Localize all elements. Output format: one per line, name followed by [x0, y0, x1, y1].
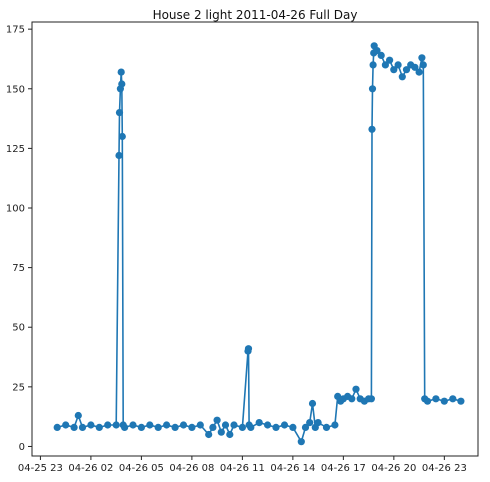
x-tick-label: 04-26 17 — [321, 463, 366, 474]
data-point — [331, 421, 339, 429]
y-tick-label: 100 — [6, 204, 25, 215]
data-point — [226, 430, 234, 439]
data-point — [137, 423, 145, 431]
data-point — [62, 421, 70, 429]
data-point — [238, 423, 246, 431]
data-point — [230, 421, 238, 429]
data-point — [255, 419, 263, 427]
data-point — [78, 423, 87, 431]
data-point — [171, 423, 179, 431]
x-tick-label: 04-26 14 — [270, 463, 315, 474]
data-point — [322, 423, 331, 431]
data-point — [386, 56, 394, 64]
data-point — [390, 66, 398, 74]
data-point — [440, 397, 448, 405]
data-point — [411, 63, 419, 71]
data-point — [117, 68, 125, 76]
data-point — [264, 421, 272, 429]
data-point — [115, 151, 123, 160]
data-point — [118, 80, 126, 88]
data-point — [432, 395, 440, 403]
x-tick-label: 04-25 23 — [18, 463, 63, 474]
data-point — [415, 68, 423, 76]
data-point — [314, 419, 322, 427]
plot-frame — [31, 21, 479, 457]
y-tick-label: 175 — [6, 25, 25, 36]
data-point — [217, 428, 225, 436]
data-point — [418, 54, 426, 62]
data-point — [247, 423, 255, 431]
data-point — [104, 421, 112, 429]
data-point — [398, 73, 406, 81]
x-tick-label: 04-26 05 — [119, 463, 164, 474]
data-point — [154, 423, 162, 431]
data-point — [377, 51, 385, 60]
y-tick-label: 50 — [12, 323, 25, 334]
data-point — [179, 421, 188, 429]
data-point — [74, 411, 82, 420]
y-tick-label: 125 — [6, 144, 25, 155]
data-point — [367, 395, 375, 403]
x-tick-label: 04-26 20 — [371, 463, 416, 474]
data-point — [118, 132, 126, 141]
data-point — [308, 399, 317, 408]
data-point — [280, 421, 289, 429]
data-point — [301, 423, 310, 431]
data-point — [394, 61, 402, 69]
data-point — [112, 421, 120, 429]
data-point — [121, 423, 129, 431]
series-layer — [53, 42, 465, 446]
data-point — [95, 423, 103, 431]
data-point — [306, 419, 314, 427]
x-tick-label: 04-26 08 — [169, 463, 214, 474]
y-axis: 0 25 50 75 100 125 150 175 — [6, 25, 32, 453]
data-point — [70, 423, 78, 431]
x-tick-label: 04-26 11 — [220, 463, 265, 474]
data-point — [244, 345, 253, 353]
data-point — [213, 416, 221, 424]
data-point — [368, 85, 377, 93]
y-tick-label: 75 — [12, 263, 25, 274]
data-point — [272, 423, 280, 431]
data-point — [163, 421, 171, 429]
y-tick-label: 0 — [19, 442, 25, 453]
data-point — [115, 109, 124, 117]
chart-title: House 2 light 2011-04-26 Full Day — [153, 8, 358, 22]
data-point — [87, 421, 95, 429]
data-point — [348, 395, 356, 403]
data-point — [289, 423, 297, 431]
series-line — [56, 43, 462, 444]
data-point — [196, 421, 204, 429]
data-point — [381, 61, 389, 69]
data-point — [221, 421, 230, 429]
data-point — [402, 66, 411, 74]
data-point — [419, 61, 427, 69]
data-point — [209, 423, 217, 431]
x-tick-label: 04-26 02 — [68, 463, 113, 474]
data-point — [205, 430, 213, 439]
data-point — [369, 61, 377, 69]
data-point — [352, 385, 360, 393]
data-point — [457, 397, 465, 405]
data-point — [129, 421, 137, 429]
y-tick-label: 25 — [12, 382, 25, 393]
x-tick-label: 04-26 23 — [422, 463, 467, 474]
data-point — [146, 421, 154, 429]
data-point — [297, 438, 305, 446]
data-point — [449, 395, 457, 403]
data-point — [373, 47, 381, 55]
y-tick-label: 150 — [6, 84, 25, 95]
data-point — [423, 397, 432, 405]
data-point — [188, 423, 196, 431]
data-point — [53, 423, 61, 431]
data-point — [368, 125, 376, 133]
x-axis: 04-25 23 04-26 02 04-26 05 04-26 08 04-26 11… — [18, 456, 467, 474]
